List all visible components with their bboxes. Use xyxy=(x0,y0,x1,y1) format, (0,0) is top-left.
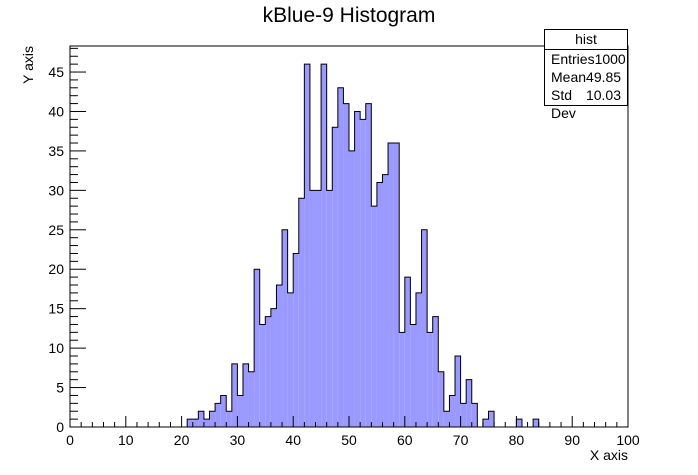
histogram-bar xyxy=(349,150,355,428)
histogram-bar xyxy=(471,403,478,427)
x-tick-label: 70 xyxy=(453,432,469,448)
y-tick-label: 20 xyxy=(48,261,64,277)
histogram-bar xyxy=(231,363,238,427)
stats-value: 10.03 xyxy=(585,87,621,103)
histogram-bar xyxy=(187,419,193,427)
stats-value: 1000 xyxy=(594,51,626,67)
x-tick-label: 80 xyxy=(509,432,525,448)
y-tick-label: 0 xyxy=(56,419,64,435)
histogram-bar xyxy=(410,324,416,427)
y-tick-label: 35 xyxy=(48,143,64,159)
histogram-bar xyxy=(198,411,204,427)
histogram-bar xyxy=(315,190,322,427)
histogram-bar xyxy=(293,253,299,427)
x-tick-label: 40 xyxy=(285,432,301,448)
histogram-bar xyxy=(365,103,372,427)
histogram-bar xyxy=(438,371,444,427)
histogram-bar xyxy=(354,111,361,427)
stats-row-entries: Entries 1000 xyxy=(545,50,627,68)
histogram-bar xyxy=(337,87,344,427)
histogram-bar xyxy=(466,379,472,427)
stats-label: Entries xyxy=(551,51,595,67)
histogram-bar xyxy=(298,198,305,427)
histogram-bar xyxy=(421,229,428,427)
x-tick-label: 10 xyxy=(118,432,134,448)
histogram-bar xyxy=(220,395,227,427)
x-tick-label: 20 xyxy=(174,432,190,448)
stats-label: Mean xyxy=(551,69,587,85)
x-axis-label: X axis xyxy=(590,447,628,463)
stats-row-stddev: Std Dev 10.03 xyxy=(545,86,627,121)
histogram-bar xyxy=(399,332,405,427)
histogram-bar xyxy=(192,419,199,427)
histogram-bar xyxy=(248,371,255,427)
histogram-bar xyxy=(282,229,288,427)
stats-label: Std Dev xyxy=(551,87,576,121)
histogram-bar xyxy=(427,332,433,427)
histogram-bar xyxy=(443,411,450,427)
x-tick-label: 60 xyxy=(397,432,413,448)
histogram-bar xyxy=(265,316,271,427)
histogram-bar xyxy=(393,143,400,427)
histogram-bar xyxy=(482,419,489,427)
histogram-bar xyxy=(215,403,221,427)
histogram-bar xyxy=(304,64,310,428)
histogram-bar xyxy=(415,292,422,427)
y-axis-ticks: 0 5 10 15 20 25 30 35 40 45 xyxy=(48,47,86,435)
histogram-bar xyxy=(209,411,216,427)
histogram-bar xyxy=(404,277,411,427)
histogram-bar xyxy=(332,127,338,427)
chart-title: kBlue-9 Histogram xyxy=(263,4,436,27)
histogram-bar xyxy=(242,363,249,427)
x-tick-label: 0 xyxy=(66,432,74,448)
histogram-bar xyxy=(343,103,349,427)
y-tick-label: 10 xyxy=(48,340,64,356)
histogram-bar xyxy=(455,356,461,427)
stats-value: 49.85 xyxy=(586,69,622,85)
histogram-bar xyxy=(326,190,333,427)
histogram-bar xyxy=(371,206,377,427)
histogram-bar xyxy=(309,190,316,427)
stats-title: hist xyxy=(545,30,627,50)
histogram-bar xyxy=(449,395,456,427)
histogram-bar xyxy=(259,324,266,427)
y-tick-label: 5 xyxy=(56,380,64,396)
y-tick-label: 40 xyxy=(48,103,64,119)
histogram-bar xyxy=(360,119,366,428)
x-axis-ticks: 0 10 20 30 40 50 60 70 80 90 100 xyxy=(66,416,640,448)
histogram-bar xyxy=(287,292,294,427)
x-tick-label: 50 xyxy=(341,432,357,448)
histogram-bar xyxy=(388,143,394,427)
histogram-bar xyxy=(376,182,383,427)
x-tick-label: 100 xyxy=(616,432,640,448)
stats-row-mean: Mean 49.85 xyxy=(545,68,627,86)
y-tick-label: 15 xyxy=(48,301,64,317)
histogram-bar xyxy=(432,316,439,427)
y-tick-label: 45 xyxy=(48,64,64,80)
histogram-bar xyxy=(237,395,243,427)
histogram-bar xyxy=(254,269,260,427)
histogram-bar xyxy=(321,64,327,428)
histogram-bar xyxy=(276,285,283,427)
histogram-bar xyxy=(270,308,277,427)
y-axis-label: Y axis xyxy=(20,46,36,84)
histogram-bar xyxy=(488,411,495,427)
x-tick-label: 30 xyxy=(230,432,246,448)
histogram-bar xyxy=(516,419,522,427)
x-tick-label: 90 xyxy=(564,432,580,448)
histogram-bar xyxy=(382,174,389,427)
histogram-bar xyxy=(203,419,210,427)
histogram-bar xyxy=(226,411,232,427)
histogram-bar xyxy=(460,403,467,427)
y-tick-label: 25 xyxy=(48,222,64,238)
histogram-bars xyxy=(70,63,628,428)
stats-box: hist Entries 1000 Mean 49.85 Std Dev 10.… xyxy=(544,29,628,121)
histogram-bar xyxy=(533,419,539,427)
y-tick-label: 30 xyxy=(48,182,64,198)
